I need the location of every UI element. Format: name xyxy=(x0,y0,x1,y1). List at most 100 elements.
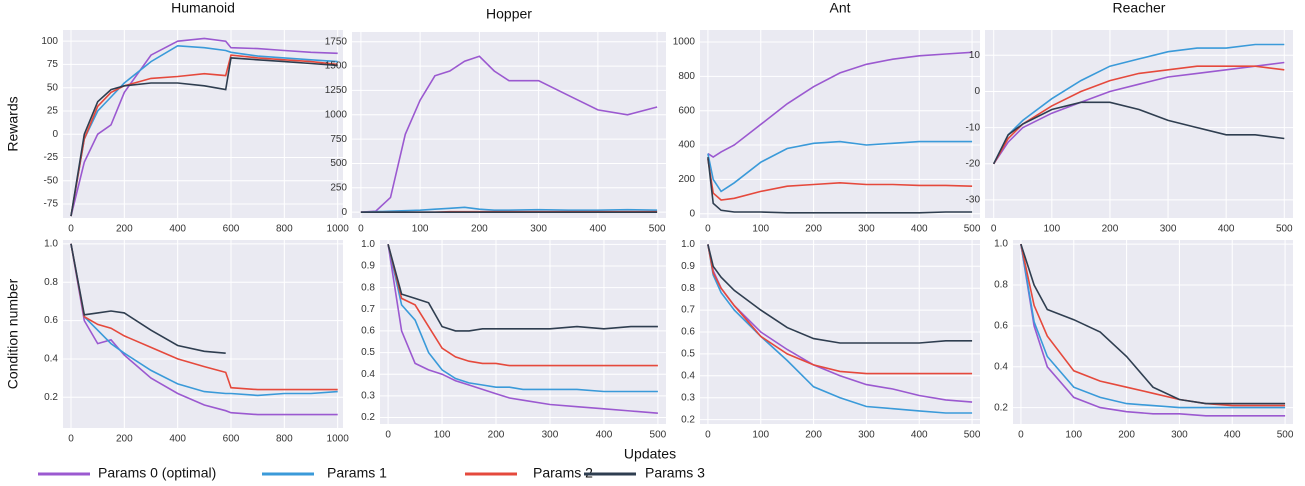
y-tick-label: 0.6 xyxy=(681,327,695,338)
subplot: 0.2 0.4 0.6 0.8 1.0 0 100 200 300 400 500 xyxy=(994,239,1294,441)
x-tick-label: 0 xyxy=(705,224,711,235)
series-line xyxy=(993,61,1285,165)
y-tick-label: 0.3 xyxy=(361,390,375,401)
series-line xyxy=(387,244,658,414)
subplot-title: Ant xyxy=(829,0,850,16)
x-tick-label: 400 xyxy=(169,224,186,235)
y-tick-label: 0.3 xyxy=(681,392,695,403)
legend-label: Params 3 xyxy=(645,465,705,481)
y-tick-label: 250 xyxy=(330,182,347,193)
x-tick-label: 200 xyxy=(488,430,505,441)
series-line xyxy=(992,43,1285,165)
series-line xyxy=(70,54,338,217)
y-tick-label: 0.2 xyxy=(361,412,375,423)
x-tick-label: 500 xyxy=(964,430,981,441)
y-tick-label: -75 xyxy=(44,199,59,210)
y-tick-label: 25 xyxy=(47,106,59,117)
x-tick-label: 300 xyxy=(858,430,875,441)
plot-background xyxy=(1013,240,1293,424)
plot-background xyxy=(352,32,666,218)
series-line xyxy=(707,244,973,375)
subplot-title: Humanoid xyxy=(171,0,235,16)
y-tick-label: 75 xyxy=(47,59,59,70)
series-line xyxy=(387,244,658,393)
x-tick-label: 500 xyxy=(964,224,981,235)
y-tick-label: 0.4 xyxy=(44,354,58,365)
x-tick-label: 400 xyxy=(1224,430,1241,441)
x-tick-label: 500 xyxy=(649,224,666,235)
y-tick-label: 10 xyxy=(969,50,981,61)
y-tick-label: 800 xyxy=(678,71,695,82)
x-tick-label: 1000 xyxy=(327,224,350,235)
series-line xyxy=(387,244,658,367)
y-tick-label: 0 xyxy=(341,207,347,218)
plot-background xyxy=(63,240,343,428)
y-tick-label: -30 xyxy=(966,195,981,206)
subplot-title: Reacher xyxy=(1113,0,1166,16)
y-tick-label: 500 xyxy=(330,158,347,169)
x-tick-label: 0 xyxy=(705,430,711,441)
series-line xyxy=(70,44,338,217)
x-tick-label: 0 xyxy=(1018,430,1024,441)
y-tick-label: 50 xyxy=(47,82,59,93)
legend-label: Params 0 (optimal) xyxy=(98,465,216,481)
y-tick-label: 400 xyxy=(678,140,695,151)
y-tick-label: 0.7 xyxy=(681,305,695,316)
y-tick-label: -10 xyxy=(966,122,981,133)
x-tick-label: 500 xyxy=(650,430,667,441)
y-tick-label: 0.2 xyxy=(681,414,695,425)
y-tick-label: 0.7 xyxy=(361,304,375,315)
x-tick-label: 500 xyxy=(1276,224,1293,235)
x-tick-label: 100 xyxy=(752,430,769,441)
y-tick-label: 0.6 xyxy=(361,326,375,337)
x-tick-label: 0 xyxy=(991,224,997,235)
y-tick-label: 0.5 xyxy=(681,349,695,360)
y-tick-label: 750 xyxy=(330,134,347,145)
y-tick-label: 1750 xyxy=(325,36,348,47)
y-tick-label: 1.0 xyxy=(994,239,1008,250)
x-tick-label: 0 xyxy=(385,430,391,441)
x-tick-label: 800 xyxy=(276,224,293,235)
x-tick-label: 200 xyxy=(805,430,822,441)
series-line xyxy=(70,57,338,217)
x-tick-label: 600 xyxy=(223,224,240,235)
y-tick-label: 1250 xyxy=(325,85,348,96)
x-tick-label: 0 xyxy=(358,224,364,235)
y-tick-label: 1500 xyxy=(325,61,348,72)
x-tick-label: 600 xyxy=(223,434,240,445)
y-tick-label: 0 xyxy=(52,129,58,140)
y-tick-label: 1.0 xyxy=(361,239,375,250)
series-line xyxy=(1020,243,1286,407)
y-tick-label: 1000 xyxy=(325,109,348,120)
y-tick-label: 200 xyxy=(678,174,695,185)
plot-background xyxy=(63,30,343,218)
y-tick-label: 0.4 xyxy=(994,361,1008,372)
plot-background xyxy=(700,30,980,218)
series-line xyxy=(707,157,973,214)
series-line xyxy=(707,244,973,344)
y-tick-label: 0.6 xyxy=(44,315,58,326)
series-line xyxy=(707,51,973,159)
series-line xyxy=(70,243,226,354)
y-tick-label: 0.4 xyxy=(681,370,695,381)
x-tick-label: 400 xyxy=(1218,224,1235,235)
y-tick-label: 0.6 xyxy=(994,321,1008,332)
y-tick-label: 1000 xyxy=(673,37,696,48)
subplot: 0.2 0.3 0.4 0.5 0.6 0.7 0.8 0.9 1.0 0 100 200 300 400… xyxy=(681,239,981,441)
x-tick-label: 100 xyxy=(412,224,429,235)
x-axis-label: Updates xyxy=(624,446,676,462)
y-tick-label: 0.9 xyxy=(681,261,695,272)
x-tick-label: 200 xyxy=(116,434,133,445)
x-tick-label: 300 xyxy=(858,224,875,235)
series-line xyxy=(992,101,1285,165)
series-line xyxy=(70,243,338,391)
series-line xyxy=(387,244,658,332)
y-tick-label: 600 xyxy=(678,105,695,116)
series-line xyxy=(360,55,658,213)
y-axis-label: Condition number xyxy=(5,278,21,389)
y-tick-label: 100 xyxy=(41,36,58,47)
x-tick-label: 100 xyxy=(752,224,769,235)
